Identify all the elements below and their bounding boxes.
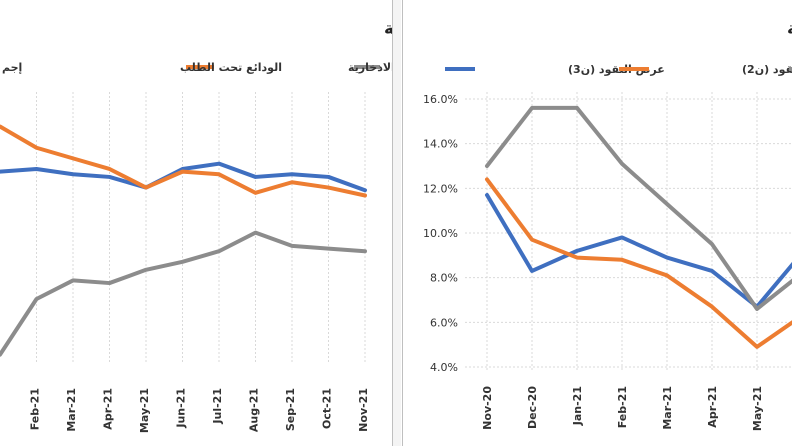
series-line (485, 105, 792, 311)
series-line (0, 124, 367, 198)
y-tick-label: 8.0% (430, 272, 458, 285)
liquidity-growth-chart: النمو السنوي للسيولة المحلية 4.0% 6.0% 8.0%… (423, 19, 792, 431)
x-tick-label: Dec-20 (526, 386, 539, 429)
y-tick-label: 6.0% (430, 316, 458, 329)
x-tick-label: Apr-21 (706, 386, 719, 428)
x-tick-label: Mar-21 (65, 388, 78, 432)
y-tick-label: 4.0% (430, 361, 458, 374)
x-tick-label: Jan-21 (571, 386, 584, 426)
series-line (485, 193, 792, 309)
legend-label: الودائع الزمنية والادخارية (348, 61, 392, 74)
legend-label: الودائع تحت الطلب (180, 61, 282, 74)
x-tick-label: Feb-21 (29, 388, 42, 430)
x-tick-label: Jun-21 (175, 388, 188, 429)
x-tick-label: Mar-21 (661, 386, 674, 430)
y-tick-label: 10.0% (423, 227, 458, 240)
series-line (485, 177, 792, 349)
y-tick-label: 12.0% (423, 182, 458, 195)
panel-divider (393, 0, 401, 446)
series-line (0, 230, 367, 357)
x-tick-label: Feb-21 (616, 386, 629, 428)
legend-label: إجم (2, 61, 22, 74)
x-tick-label: Nov-20 (481, 386, 494, 430)
legend-label: عرض النقود (ن2) (742, 63, 792, 76)
right-chart-panel: النمو السنوي للسيولة المحلية 4.0% 6.0% 8.0%… (402, 0, 792, 446)
x-tick-label: Oct-21 (321, 388, 334, 429)
y-tick-label: 16.0% (423, 93, 458, 106)
chart-title: النمو السنوي للسيولة المحلية (787, 19, 792, 39)
legend-label: عرض النقود (ن3) (568, 63, 665, 76)
chart-title: النمو السنوي للودائع البنكية (384, 19, 392, 39)
y-tick-label: 14.0% (423, 138, 458, 151)
x-tick-label: Aug-21 (248, 388, 261, 432)
x-tick-label: Jul-21 (211, 388, 224, 425)
left-chart-panel: النمو السنوي للودائع البنكية إجم الودائع ت… (0, 0, 393, 446)
x-tick-label: May-21 (751, 386, 764, 431)
x-tick-label: May-21 (138, 388, 151, 433)
x-tick-label: Nov-21 (357, 388, 370, 432)
x-tick-label: Sep-21 (284, 388, 297, 431)
x-tick-label: Apr-21 (102, 388, 115, 430)
deposits-growth-chart: النمو السنوي للودائع البنكية إجم الودائع ت… (0, 19, 392, 433)
series-line (0, 161, 367, 193)
